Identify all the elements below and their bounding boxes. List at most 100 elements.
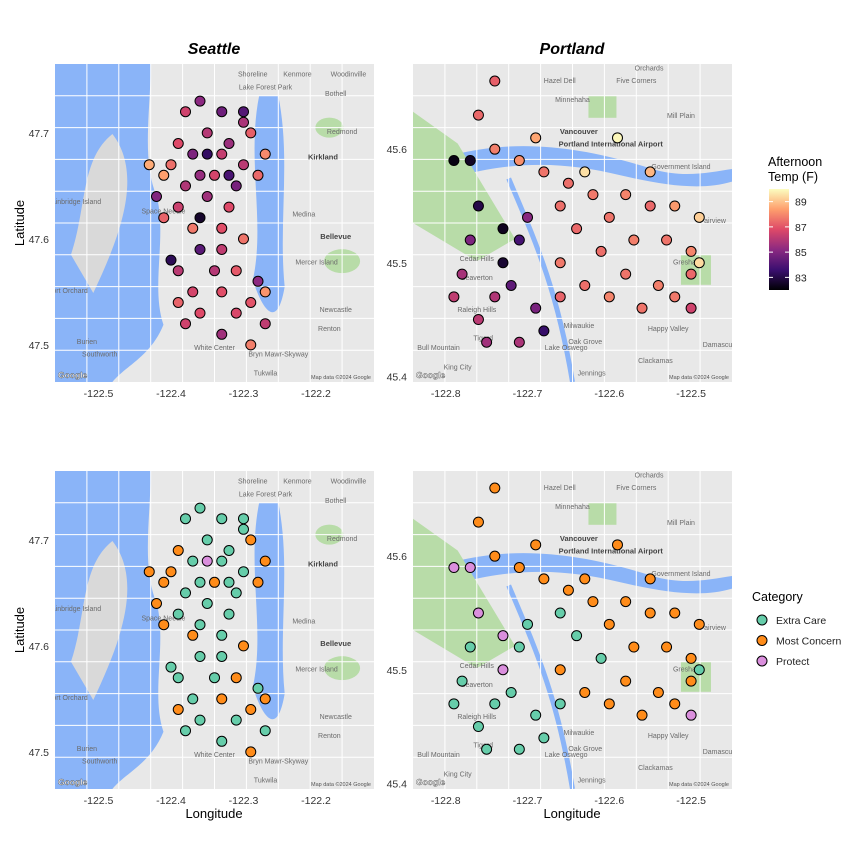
data-point <box>158 576 170 588</box>
forest-park <box>413 518 516 669</box>
map-place-label: Cedar Hills <box>460 663 495 670</box>
map-place-label: Five Corners <box>616 485 657 492</box>
map-place-label: Clackamas <box>638 358 673 365</box>
point-layer <box>143 502 271 758</box>
x-tick-label: -122.7 <box>513 388 543 400</box>
data-point <box>448 155 460 167</box>
map-panel-portland-temperature: Hazel Dell Five Corners Orchards Minnehaha V… <box>387 64 732 400</box>
map-place-label: White Center <box>194 752 236 759</box>
map-place-label: Oak Grove <box>568 339 602 346</box>
data-point <box>201 555 213 567</box>
x-tick-label: -122.7 <box>513 795 543 807</box>
map-place-label: Portland International Airport <box>559 547 664 556</box>
data-point <box>497 223 509 235</box>
data-point <box>187 693 199 705</box>
data-point <box>579 166 591 178</box>
map-place-label: Milwaukie <box>564 730 595 737</box>
map-basemap: Hazel Dell Five Corners Orchards Minnehaha V… <box>413 471 737 789</box>
temperature-legend-title-line1: Afternoon <box>768 155 822 169</box>
map-place-label: Milwaukie <box>564 323 595 330</box>
data-point <box>513 234 525 246</box>
data-point <box>669 200 681 212</box>
google-logo: Google <box>58 777 88 787</box>
x-tick-label: -122.6 <box>594 388 624 400</box>
y-tick-label: 47.7 <box>29 128 50 140</box>
data-point <box>165 254 177 266</box>
legend-label: Most Concern <box>776 636 842 648</box>
data-point <box>685 302 697 314</box>
data-point <box>180 725 191 737</box>
data-point <box>472 721 484 733</box>
data-point <box>216 328 228 340</box>
data-point <box>554 698 566 710</box>
data-point <box>685 709 697 721</box>
map-place-label: Mill Plain <box>667 520 695 527</box>
data-point <box>481 336 493 348</box>
data-point <box>571 630 583 642</box>
map-place-label: King City <box>444 364 473 371</box>
colorbar-tick-label: 83 <box>795 272 807 284</box>
data-point <box>172 201 184 213</box>
x-tick-label: -122.2 <box>301 388 331 400</box>
map-place-label: Orchards <box>635 65 664 72</box>
data-point <box>669 698 681 710</box>
data-point <box>571 223 583 235</box>
data-point <box>238 159 249 171</box>
map-place-label: Beaverton <box>461 682 493 689</box>
x-tick-label: -122.5 <box>676 388 706 400</box>
y-axis-title-top: Latitude <box>12 200 27 246</box>
map-place-label: Damascus <box>703 749 737 756</box>
data-point <box>238 233 249 245</box>
point-layer <box>448 75 705 348</box>
data-point <box>216 244 228 255</box>
data-point <box>194 619 206 631</box>
data-point <box>209 265 220 277</box>
legend-key <box>756 655 768 667</box>
y-tick-label: 47.5 <box>29 747 50 759</box>
data-point <box>230 265 242 277</box>
map-place-label: Woodinville <box>331 72 367 79</box>
data-point <box>611 132 623 144</box>
map-place-label: Beaverton <box>461 275 493 282</box>
map-place-label: Shoreline <box>238 479 268 486</box>
data-point <box>611 539 623 551</box>
data-point <box>252 576 264 588</box>
map-place-label: Southworth <box>82 759 118 766</box>
data-point <box>194 244 206 255</box>
data-point <box>513 155 525 167</box>
data-point <box>685 652 697 664</box>
data-point <box>603 618 615 630</box>
map-place-label: Lake Forest Park <box>239 84 293 91</box>
data-point <box>172 704 184 715</box>
data-point <box>554 291 566 303</box>
data-point <box>693 257 705 269</box>
map-place-label: Burien <box>77 339 97 346</box>
data-point <box>216 513 228 525</box>
data-point <box>636 302 648 314</box>
data-point <box>194 502 206 514</box>
map-place-label: Tukwila <box>254 778 278 785</box>
x-tick-label: -122.3 <box>229 388 259 400</box>
data-point <box>497 257 509 269</box>
x-tick-label: -122.5 <box>676 795 706 807</box>
map-place-label: Bryn Mawr-Skyway <box>248 759 308 766</box>
map-attribution: Map data ©2024 Google <box>669 374 729 381</box>
data-point <box>143 566 155 578</box>
data-point <box>201 127 213 139</box>
legend-key <box>756 635 768 646</box>
data-point <box>201 598 213 609</box>
map-place-label: Port Orchard <box>48 288 88 295</box>
data-point <box>669 607 681 619</box>
data-point <box>497 630 509 642</box>
columbia-river <box>413 146 732 192</box>
data-point <box>172 138 184 149</box>
data-point <box>238 513 249 525</box>
data-point <box>223 201 235 213</box>
data-point <box>245 127 257 139</box>
y-tick-label: 45.5 <box>387 665 408 677</box>
data-point <box>554 257 566 269</box>
map-place-label: Newcastle <box>320 307 352 314</box>
map-place-label: Woodinville <box>331 479 367 486</box>
map-place-label: Bothell <box>325 498 347 505</box>
data-point <box>194 169 206 181</box>
